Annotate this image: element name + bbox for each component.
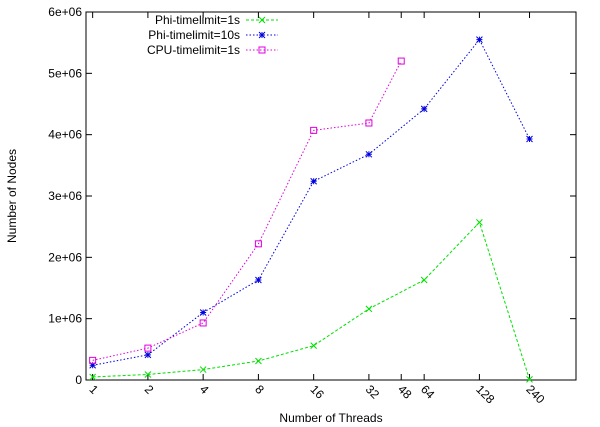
- legend-label: Phi-timelimit=1s: [155, 13, 240, 27]
- y-tick-label: 5e+06: [48, 66, 82, 80]
- legend-label: Phi-timelimit=10s: [148, 28, 240, 42]
- data-point: [199, 366, 207, 373]
- x-tick-label: 64: [418, 382, 438, 402]
- x-tick-label: 32: [363, 382, 383, 402]
- data-point: [420, 276, 428, 284]
- data-point: [476, 36, 483, 43]
- data-point: [420, 105, 428, 113]
- series-line-2: [92, 60, 402, 361]
- x-tick-label: 2: [142, 382, 157, 397]
- data-point: [89, 373, 97, 381]
- data-point: [258, 31, 266, 39]
- x-axis-title: Number of Threads: [279, 411, 382, 425]
- x-tick-label: 128: [473, 382, 497, 406]
- x-tick-label: 48: [395, 382, 415, 402]
- data-point: [365, 305, 373, 313]
- data-point: [89, 361, 97, 369]
- data-point: [89, 356, 97, 364]
- data-point: [365, 119, 373, 127]
- legend: Phi-timelimit=1sPhi-timelimit=10sCPU-tim…: [147, 13, 278, 57]
- y-tick-label: 4e+06: [48, 128, 82, 142]
- legend-label: CPU-timelimit=1s: [147, 43, 240, 57]
- data-point: [199, 319, 207, 327]
- data-point: [476, 219, 483, 226]
- data-point: [254, 240, 262, 248]
- data-point: [144, 371, 152, 378]
- data-point: [310, 126, 318, 134]
- series-line-1: [92, 38, 530, 366]
- y-tick-label: 0: [75, 373, 82, 387]
- y-tick-label: 2e+06: [48, 250, 82, 264]
- data-point: [310, 342, 318, 350]
- y-tick-label: 3e+06: [48, 189, 82, 203]
- data-point: [255, 357, 262, 365]
- data-point: [365, 150, 373, 158]
- series-line-0: [92, 221, 530, 380]
- data-point: [397, 57, 405, 65]
- data-point: [526, 376, 533, 383]
- y-tick-label: 1e+06: [48, 312, 82, 326]
- y-tick-label: 6e+06: [48, 5, 82, 19]
- data-point: [199, 309, 207, 316]
- plot-frame: [85, 11, 577, 381]
- data-point: [258, 16, 266, 24]
- data-point: [144, 351, 152, 359]
- data-point: [310, 177, 318, 185]
- x-tick-label: 8: [252, 382, 267, 397]
- data-point: [526, 135, 533, 143]
- data-point: [144, 344, 152, 352]
- x-tick-label: 4: [197, 382, 212, 397]
- x-tick-label: 240: [523, 382, 547, 406]
- x-tick-label: 16: [308, 382, 328, 402]
- y-axis-title: Number of Nodes: [5, 149, 19, 243]
- data-point: [255, 276, 262, 284]
- data-point: [258, 46, 266, 54]
- x-tick-label: 1: [87, 382, 102, 397]
